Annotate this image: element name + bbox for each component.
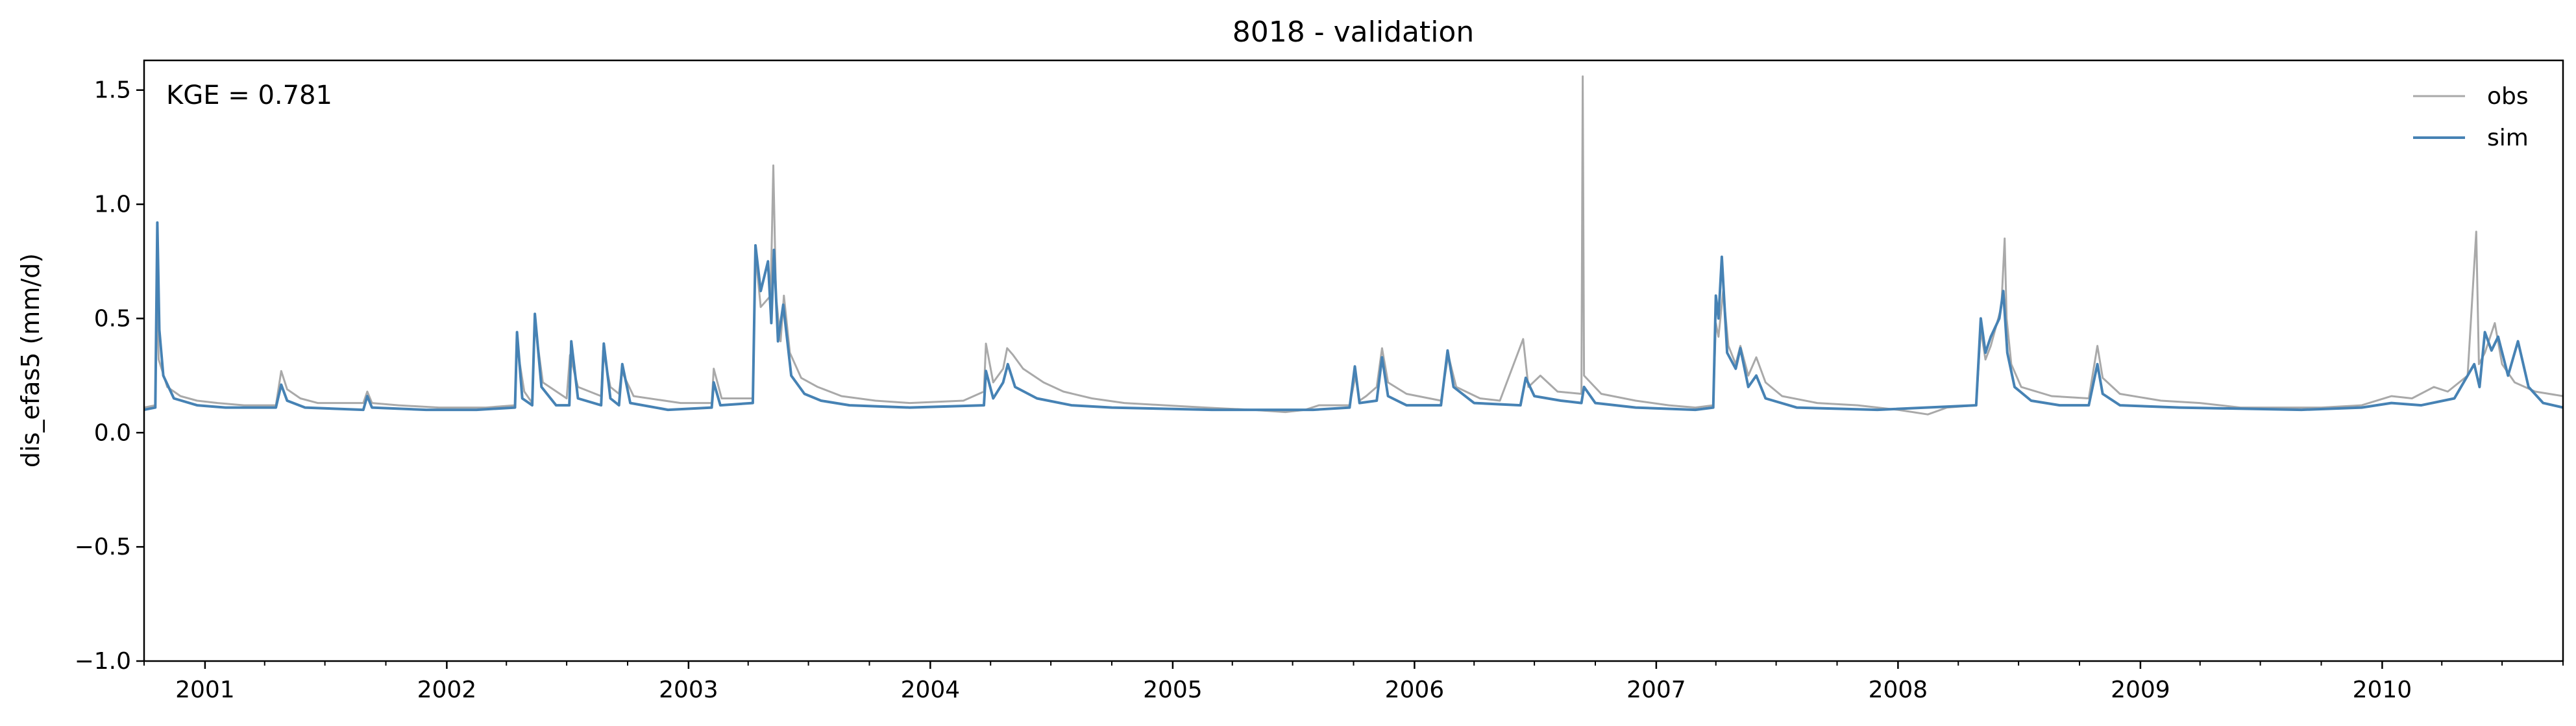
y-tick-label: −0.5 bbox=[75, 534, 131, 560]
x-axis: 2001 2002 2003 2004 2005 2006 2007 2008 2009 2010 bbox=[143, 661, 2564, 703]
x-tick-label: 2008 bbox=[1869, 677, 1928, 703]
y-tick-label: −1.0 bbox=[75, 648, 131, 675]
x-tick-label: 2010 bbox=[2353, 677, 2412, 703]
x-tick-label: 2006 bbox=[1385, 677, 1445, 703]
x-tick-label: 2004 bbox=[901, 677, 961, 703]
x-tick-label: 2003 bbox=[659, 677, 718, 703]
series-lines bbox=[143, 75, 2564, 416]
x-tick-label: 2009 bbox=[2111, 677, 2170, 703]
y-axis: −1.0 −0.5 0.0 0.5 1.0 1.5 bbox=[75, 77, 144, 675]
y-tick-label: 1.5 bbox=[94, 77, 131, 104]
x-tick-label: 2002 bbox=[417, 677, 477, 703]
x-tick-label: 2001 bbox=[175, 677, 235, 703]
plot-area bbox=[144, 60, 2563, 661]
kge-annotation: KGE = 0.781 bbox=[166, 81, 332, 110]
series-line-sim bbox=[143, 221, 2564, 412]
y-tick-label: 1.0 bbox=[94, 192, 131, 218]
y-tick-label: 0.0 bbox=[94, 419, 131, 446]
y-axis-label: dis_efas5 (mm/d) bbox=[16, 253, 45, 468]
plot-frame bbox=[143, 59, 2564, 662]
legend: obs sim bbox=[2413, 83, 2529, 151]
x-tick-label: 2005 bbox=[1143, 677, 1203, 703]
y-tick-label: 0.5 bbox=[94, 305, 131, 332]
x-tick-label: 2007 bbox=[1626, 677, 1686, 703]
chart-title: 8018 - validation bbox=[1233, 16, 1474, 49]
legend-label-sim: sim bbox=[2487, 125, 2529, 151]
legend-label-obs: obs bbox=[2487, 83, 2529, 110]
